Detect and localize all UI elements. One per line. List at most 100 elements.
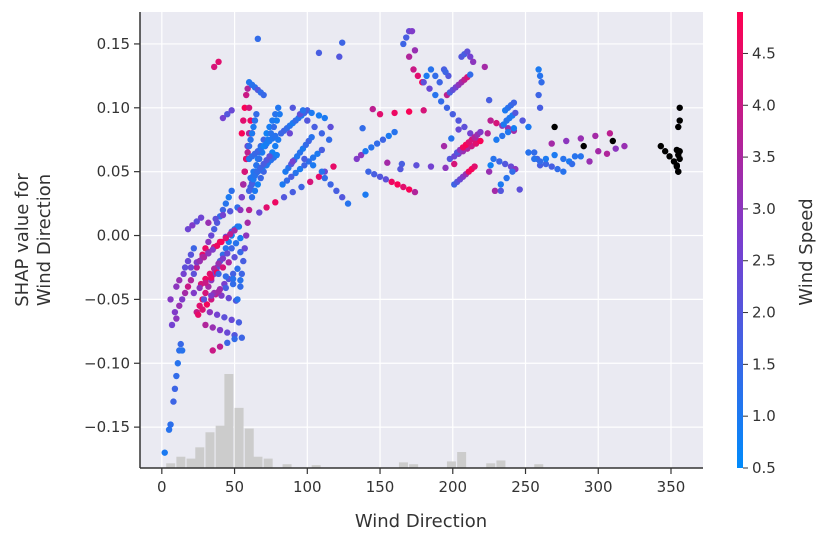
histogram-bar	[486, 463, 496, 468]
scatter-point	[219, 255, 227, 262]
scatter-point	[423, 72, 430, 80]
colorbar-label: Wind Speed	[796, 198, 817, 305]
scatter-point	[315, 112, 323, 119]
scatter-point	[213, 242, 221, 249]
scatter-point	[224, 250, 231, 257]
scatter-point	[586, 158, 593, 165]
scatter-point	[180, 270, 187, 278]
scatter-point	[181, 289, 189, 297]
scatter-point	[357, 151, 365, 159]
scatter-point	[327, 181, 334, 188]
scatter-point	[315, 49, 323, 57]
scatter-point	[442, 164, 449, 172]
scatter-point	[193, 218, 200, 225]
scatter-point	[496, 158, 503, 165]
scatter-point	[580, 142, 587, 150]
scatter-point	[219, 206, 227, 214]
scatter-point	[676, 104, 683, 111]
scatter-point	[309, 162, 317, 169]
scatter-point	[202, 279, 209, 286]
scatter-point	[237, 277, 244, 284]
colorbar-tick-label: 0.5	[752, 459, 776, 477]
scatter-point	[209, 246, 216, 253]
scatter-point	[413, 162, 420, 169]
scatter-point	[210, 63, 218, 71]
scatter-point	[455, 117, 462, 124]
scatter-point	[373, 140, 381, 147]
histogram-bar	[195, 447, 205, 468]
scatter-point	[411, 188, 419, 196]
scatter-point	[283, 177, 291, 184]
scatter-point	[226, 231, 234, 238]
scatter-point	[448, 135, 455, 142]
scatter-point	[244, 219, 251, 226]
histogram-bar	[457, 452, 467, 468]
scatter-point	[405, 108, 413, 115]
colorbar-tick-label: 4.5	[752, 44, 776, 62]
scatter-point	[321, 174, 328, 182]
scatter-point	[525, 149, 532, 156]
scatter-point	[289, 104, 296, 111]
scatter-point	[485, 168, 493, 175]
scatter-point	[176, 277, 183, 284]
scatter-point	[379, 136, 387, 143]
scatter-point	[275, 104, 282, 111]
scatter-point	[215, 58, 222, 66]
scatter-point	[292, 169, 299, 177]
histogram-bars	[166, 374, 544, 468]
scatter-point	[307, 178, 314, 186]
scatter-point	[592, 132, 599, 140]
scatter-point	[384, 159, 391, 166]
scatter-point	[467, 71, 474, 78]
scatter-point	[365, 168, 372, 175]
scatter-point	[240, 257, 247, 265]
scatter-point	[234, 296, 241, 303]
scatter-point	[519, 117, 526, 124]
scatter-point	[560, 155, 567, 163]
scatter-point	[251, 187, 259, 195]
y-tick-label: −0.10	[84, 354, 130, 372]
scatter-point	[181, 264, 189, 271]
scatter-point	[403, 34, 410, 41]
scatter-point	[525, 123, 532, 131]
scatter-point	[238, 130, 246, 137]
histogram-bar	[176, 456, 186, 468]
scatter-point	[657, 142, 665, 150]
scatter-point	[209, 347, 216, 354]
scatter-point	[184, 225, 192, 233]
colorbar: 0.5 1.0 1.5 2.0 2.5 3.0 3.5 4.0 4.5 Wind Speed	[737, 12, 817, 477]
scatter-point	[308, 133, 315, 141]
scatter-point	[455, 126, 462, 133]
y-tick-label: −0.05	[84, 290, 130, 308]
scatter-point	[298, 183, 305, 191]
scatter-point	[222, 245, 230, 252]
scatter-point	[210, 225, 218, 233]
scatter-point	[321, 114, 328, 122]
scatter-point	[542, 160, 550, 168]
scatter-point	[477, 137, 484, 145]
scatter-point	[187, 264, 195, 271]
scatter-point	[260, 91, 267, 99]
scatter-point	[315, 173, 323, 180]
scatter-point	[208, 274, 215, 281]
scatter-point	[209, 324, 216, 331]
scatter-point	[673, 162, 681, 169]
scatter-point	[432, 72, 439, 80]
x-tick-label: 200	[438, 478, 467, 496]
scatter-point	[200, 296, 208, 303]
scatter-point	[196, 284, 203, 292]
scatter-point	[333, 187, 340, 195]
scatter-point	[427, 163, 435, 170]
scatter-point	[237, 206, 244, 214]
colorbar-tick-label: 2.0	[752, 304, 776, 322]
scatter-point	[467, 130, 474, 137]
scatter-point	[241, 168, 248, 175]
scatter-point	[371, 171, 378, 178]
scatter-point	[242, 91, 250, 99]
scatter-point	[216, 343, 224, 350]
scatter-point	[178, 296, 186, 303]
scatter-point	[189, 222, 196, 229]
scatter-point	[248, 130, 256, 137]
x-tick-label: 100	[293, 478, 322, 496]
